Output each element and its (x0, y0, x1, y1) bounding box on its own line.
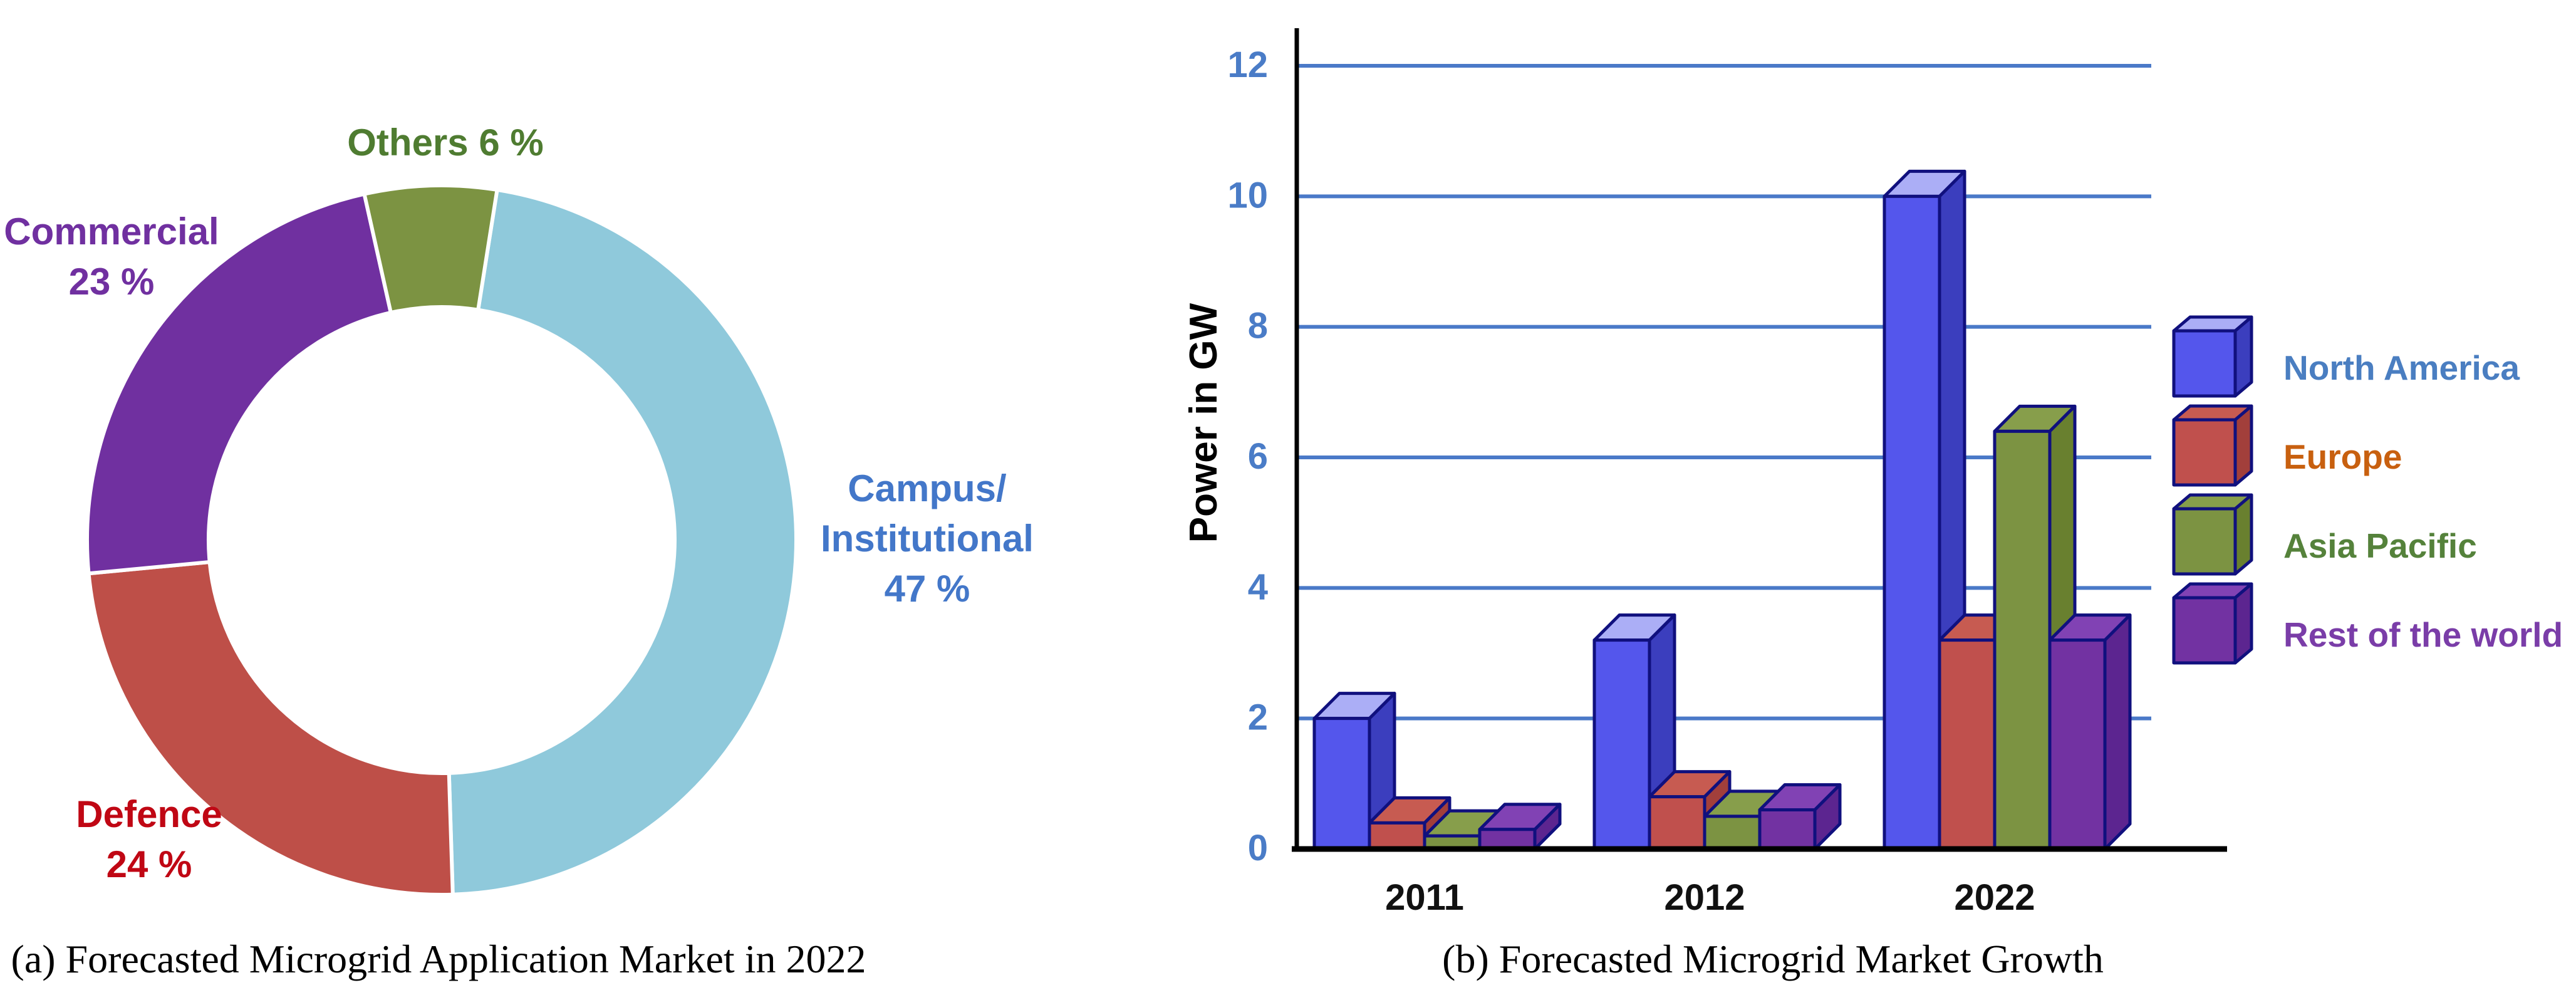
bar-front-face (1312, 717, 1371, 851)
donut-slice-defence (86, 560, 455, 897)
legend-swatch-side-face (2233, 315, 2253, 398)
x-tick-label-2011: 2011 (1385, 877, 1464, 918)
donut-slice-campus-institutional (447, 187, 798, 897)
y-tick-label-12: 12 (1227, 44, 1268, 85)
x-tick-label-2012: 2012 (1664, 877, 1745, 918)
donut-label-commercial-line-1: Commercial (4, 211, 219, 253)
legend-label-north-america: North America (2283, 348, 2520, 387)
legend-swatch-side-face (2233, 404, 2253, 487)
legend-item-north-america: North America (2172, 315, 2520, 398)
bar-rest-of-the-world-2012 (1758, 783, 1842, 851)
bar-front-face (2048, 638, 2107, 851)
donut-label-others-line-1: Others 6 % (347, 122, 543, 164)
bar-chart-market-growth: 0 2 4 6 8 10 12 2011 2012 2022 Power in GW North Am… (1182, 28, 2563, 918)
legend-swatch-side-face (2233, 493, 2253, 576)
y-axis-title: Power in GW (1182, 303, 1225, 543)
bar-front-face (1368, 821, 1426, 851)
bar-front-face (1703, 815, 1762, 851)
legend-swatch-side-face (2233, 582, 2253, 665)
legend-swatch-front-face (2172, 507, 2237, 576)
legend-label-europe: Europe (2283, 437, 2402, 476)
donut-label-defence-line-2: 24 % (106, 843, 192, 885)
caption-a: (a) Forecasted Microgrid Application Mar… (11, 937, 866, 981)
bar-front-face (1938, 638, 1997, 851)
bar-front-face (1478, 828, 1537, 851)
bar-rest-of-the-world-2011 (1478, 803, 1562, 851)
y-tick-label-10: 10 (1227, 175, 1268, 216)
bar-rest-of-the-world-2022 (2048, 613, 2132, 851)
y-tick-label-2: 2 (1248, 697, 1268, 738)
bar-front-face (1592, 638, 1651, 851)
caption-b: (b) Forecasted Microgrid Market Growth (1442, 937, 2104, 981)
legend-item-europe: Europe (2172, 404, 2402, 487)
legend-swatch-front-face (2172, 329, 2237, 398)
donut-label-defence-line-1: Defence (76, 793, 222, 835)
legend-item-asia-pacific: Asia Pacific (2172, 493, 2477, 576)
legend-label-asia-pacific: Asia Pacific (2283, 526, 2477, 565)
y-tick-label-4: 4 (1248, 566, 1268, 607)
donut-chart-application-market: Campus/Institutional 47 % Defence 24 % Comme… (4, 122, 1034, 897)
donut-label-commercial-line-2: 23 % (69, 261, 155, 303)
legend-label-rest-of-the-world: Rest of the world (2283, 615, 2563, 654)
bar-side-face (2103, 613, 2132, 851)
y-tick-label-6: 6 (1248, 436, 1268, 477)
x-tick-label-2022: 2022 (1954, 877, 2035, 918)
y-tick-label-8: 8 (1248, 306, 1268, 346)
bar-front-face (1883, 194, 1941, 851)
donut-slice-commercial (85, 192, 393, 576)
bar-front-face (1758, 808, 1817, 851)
bar-front-face (1993, 429, 2052, 851)
legend-swatch-front-face (2172, 418, 2237, 487)
donut-slice-others (362, 184, 499, 315)
y-tick-label-0: 0 (1248, 828, 1268, 868)
legend-swatch-front-face (2172, 596, 2237, 665)
legend-item-rest-of-the-world: Rest of the world (2172, 582, 2563, 665)
donut-label-campus-institutional-line-3: 47 % (885, 568, 970, 610)
donut-label-campus-institutional-line-1: Campus/ (848, 467, 1007, 509)
bar-front-face (1648, 795, 1706, 851)
donut-label-campus-institutional-line-2: Institutional (821, 518, 1034, 560)
